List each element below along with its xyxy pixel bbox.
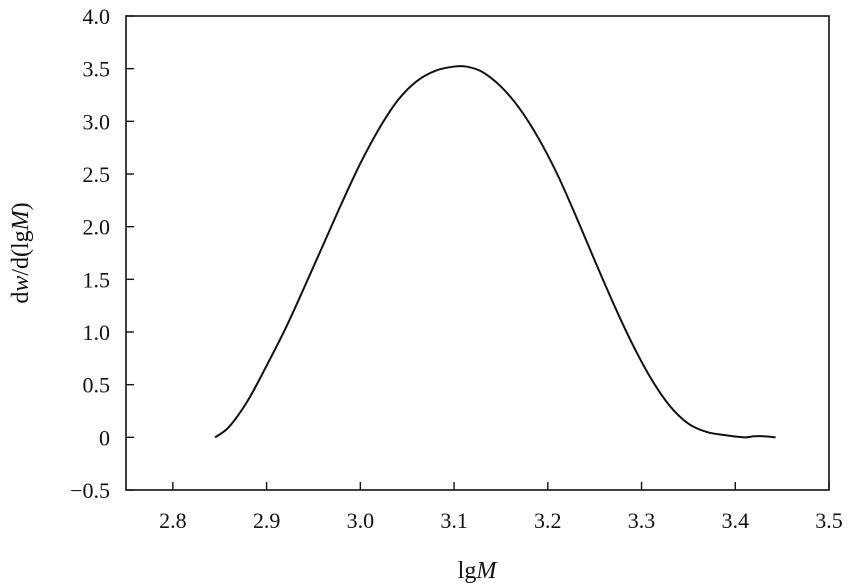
x-tick-label: 2.8 bbox=[159, 508, 187, 533]
x-tick-label: 3.0 bbox=[347, 508, 375, 533]
x-axis-label: lgM bbox=[458, 558, 499, 584]
series-line bbox=[214, 64, 776, 439]
y-tick-label: 4.0 bbox=[83, 4, 111, 29]
y-axis-label-mid: /d(lg bbox=[8, 230, 34, 275]
plot-frame bbox=[125, 15, 830, 491]
y-tick-label: 1.5 bbox=[83, 267, 111, 292]
y-tick-label: −0.5 bbox=[70, 478, 110, 503]
y-tick-label: 0 bbox=[99, 425, 110, 450]
x-axis-label-prefix: lg bbox=[458, 558, 477, 584]
y-axis-label-w: w bbox=[8, 276, 34, 292]
y-tick-label: 2.5 bbox=[83, 162, 111, 187]
x-tick-label: 3.1 bbox=[440, 508, 468, 533]
x-tick-label: 3.3 bbox=[628, 508, 656, 533]
y-axis-label: dw/d(lgM) bbox=[8, 202, 34, 303]
y-tick-label: 3.5 bbox=[83, 57, 111, 82]
x-tick-label: 3.4 bbox=[722, 508, 750, 533]
x-tick-label: 2.9 bbox=[253, 508, 281, 533]
x-tick-label: 3.5 bbox=[815, 508, 843, 533]
y-tick-label: 3.0 bbox=[83, 109, 111, 134]
y-tick-label: 0.5 bbox=[83, 373, 111, 398]
x-tick-label: 3.2 bbox=[534, 508, 562, 533]
x-axis-label-var: M bbox=[475, 558, 498, 584]
x-axis: 2.8 2.9 3.0 3.1 3.2 3.3 3.4 3.5 bbox=[159, 482, 843, 533]
y-tick-label: 2.0 bbox=[83, 215, 111, 240]
y-axis-label-d: d bbox=[8, 292, 34, 304]
y-tick-label: 1.0 bbox=[83, 320, 111, 345]
y-axis-label-close: ) bbox=[8, 202, 34, 210]
y-axis-label-M: M bbox=[8, 208, 34, 231]
y-axis: −0.5 0 0.5 1.0 1.5 2.0 2.5 3.0 3.5 4.0 bbox=[70, 4, 134, 503]
